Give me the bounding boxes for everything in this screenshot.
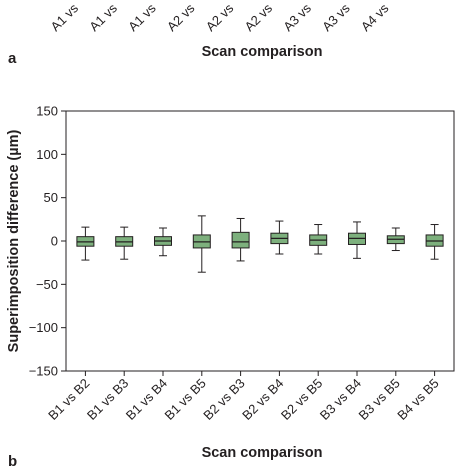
x-tick-label: B1 vs B2 (45, 376, 92, 423)
x-tick-label: B4 vs B5 (394, 376, 441, 423)
y-tick-label: 100 (36, 147, 58, 162)
panel-b-letter: b (8, 453, 17, 470)
panel-a: A1 vs A1 vs A1 vs A2 vs A2 vs A2 vs A3 vs A3 vs… (8, 0, 392, 67)
x-tick-label: B2 vs B5 (278, 376, 325, 423)
y-tick-label: 150 (36, 104, 58, 119)
panel-a-category-label: A2 vs (164, 0, 198, 34)
panel-a-category-label: A3 vs (319, 0, 353, 34)
panel-a-x-axis-title: Scan comparison (202, 44, 323, 60)
panel-a-letter: a (8, 50, 17, 67)
box-1 (76, 226, 95, 261)
panel-a-category-labels: A1 vs A1 vs A1 vs A2 vs A2 vs A2 vs A3 vs A3 vs… (48, 0, 392, 34)
y-tick-label: −100 (29, 320, 58, 335)
box-8 (348, 221, 366, 259)
y-axis: 150 100 50 0 −50 −100 −150 (29, 104, 66, 379)
box-5 (231, 217, 250, 262)
box-6 (270, 220, 289, 255)
y-tick-label: 0 (51, 234, 58, 249)
box-7 (309, 224, 328, 255)
x-tick-label: B2 vs B3 (200, 376, 247, 423)
box-plots (76, 215, 444, 273)
x-axis-title: Scan comparison (202, 445, 323, 461)
panel-a-category-label: A4 vs (358, 0, 392, 34)
box-4 (192, 215, 211, 273)
y-axis-title: Superimposition difference (µm) (6, 130, 22, 353)
y-tick-label: 50 (44, 190, 58, 205)
panel-a-category-label: A1 vs (125, 0, 159, 34)
x-tick-label: B3 vs B4 (317, 376, 364, 423)
x-tick-label: B3 vs B5 (356, 376, 403, 423)
box-3 (154, 227, 172, 257)
box-2 (115, 226, 134, 260)
x-tick-label: B1 vs B3 (84, 376, 131, 423)
x-tick-label: B1 vs B5 (162, 376, 209, 423)
x-tick-label: B1 vs B4 (123, 376, 170, 423)
panel-a-category-label: A3 vs (280, 0, 314, 34)
panel-a-category-label: A2 vs (242, 0, 276, 34)
panel-a-category-label: A2 vs (203, 0, 237, 34)
panel-a-category-label: A1 vs (48, 0, 82, 34)
y-tick-label: −150 (29, 364, 58, 379)
y-tick-label: −50 (36, 277, 58, 292)
x-tick-label: B2 vs B4 (239, 376, 286, 423)
box-10 (425, 224, 444, 260)
box-9 (386, 227, 405, 252)
box-iqr (231, 231, 250, 249)
panel-a-category-label: A1 vs (86, 0, 120, 34)
